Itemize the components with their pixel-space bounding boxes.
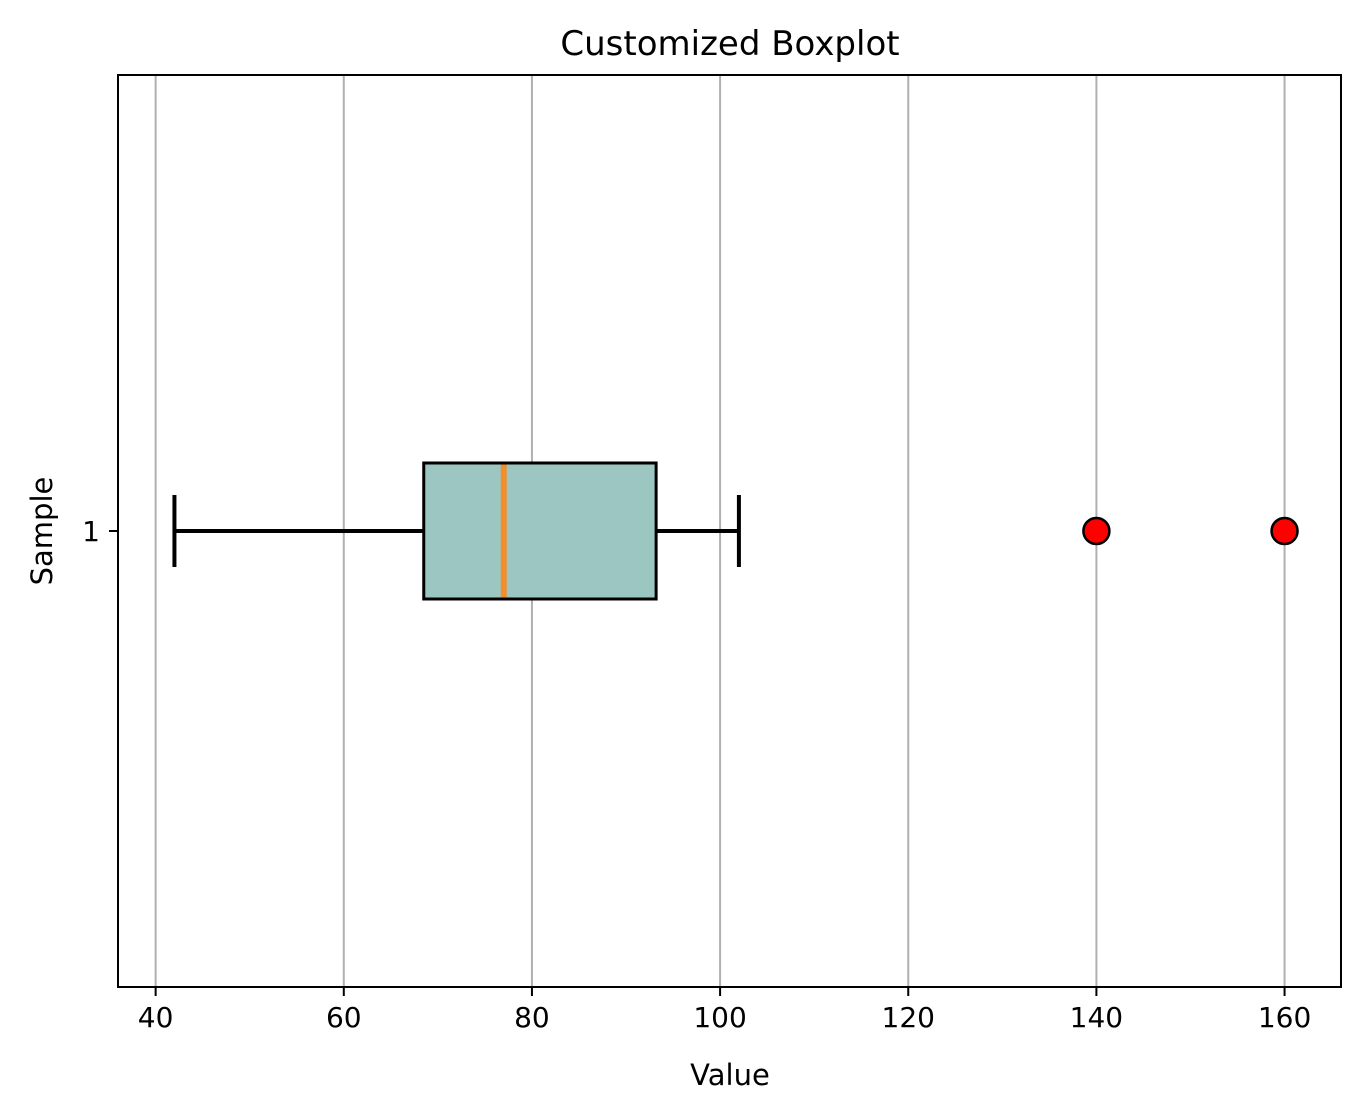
- x-tick-label: 60: [326, 1001, 362, 1034]
- box-iqr: [422, 461, 658, 601]
- outlier-point: [1082, 516, 1111, 546]
- x-tick-label: 40: [138, 1001, 174, 1034]
- axes: 40 60 80 100 120 140 160 1: [82, 515, 1311, 1034]
- plot-elements: [172, 461, 1299, 601]
- x-tick-label: 120: [882, 1001, 935, 1034]
- y-tick-label: 1: [82, 515, 100, 548]
- x-tick-label: 140: [1070, 1001, 1123, 1034]
- chart-title: Customized Boxplot: [560, 24, 899, 64]
- x-tick-label: 160: [1258, 1001, 1311, 1034]
- x-axis-label: Value: [690, 1058, 770, 1092]
- outlier-point: [1270, 516, 1299, 546]
- x-tick-label: 100: [693, 1001, 746, 1034]
- y-axis-label: Sample: [25, 477, 59, 586]
- x-tick-label: 80: [514, 1001, 550, 1034]
